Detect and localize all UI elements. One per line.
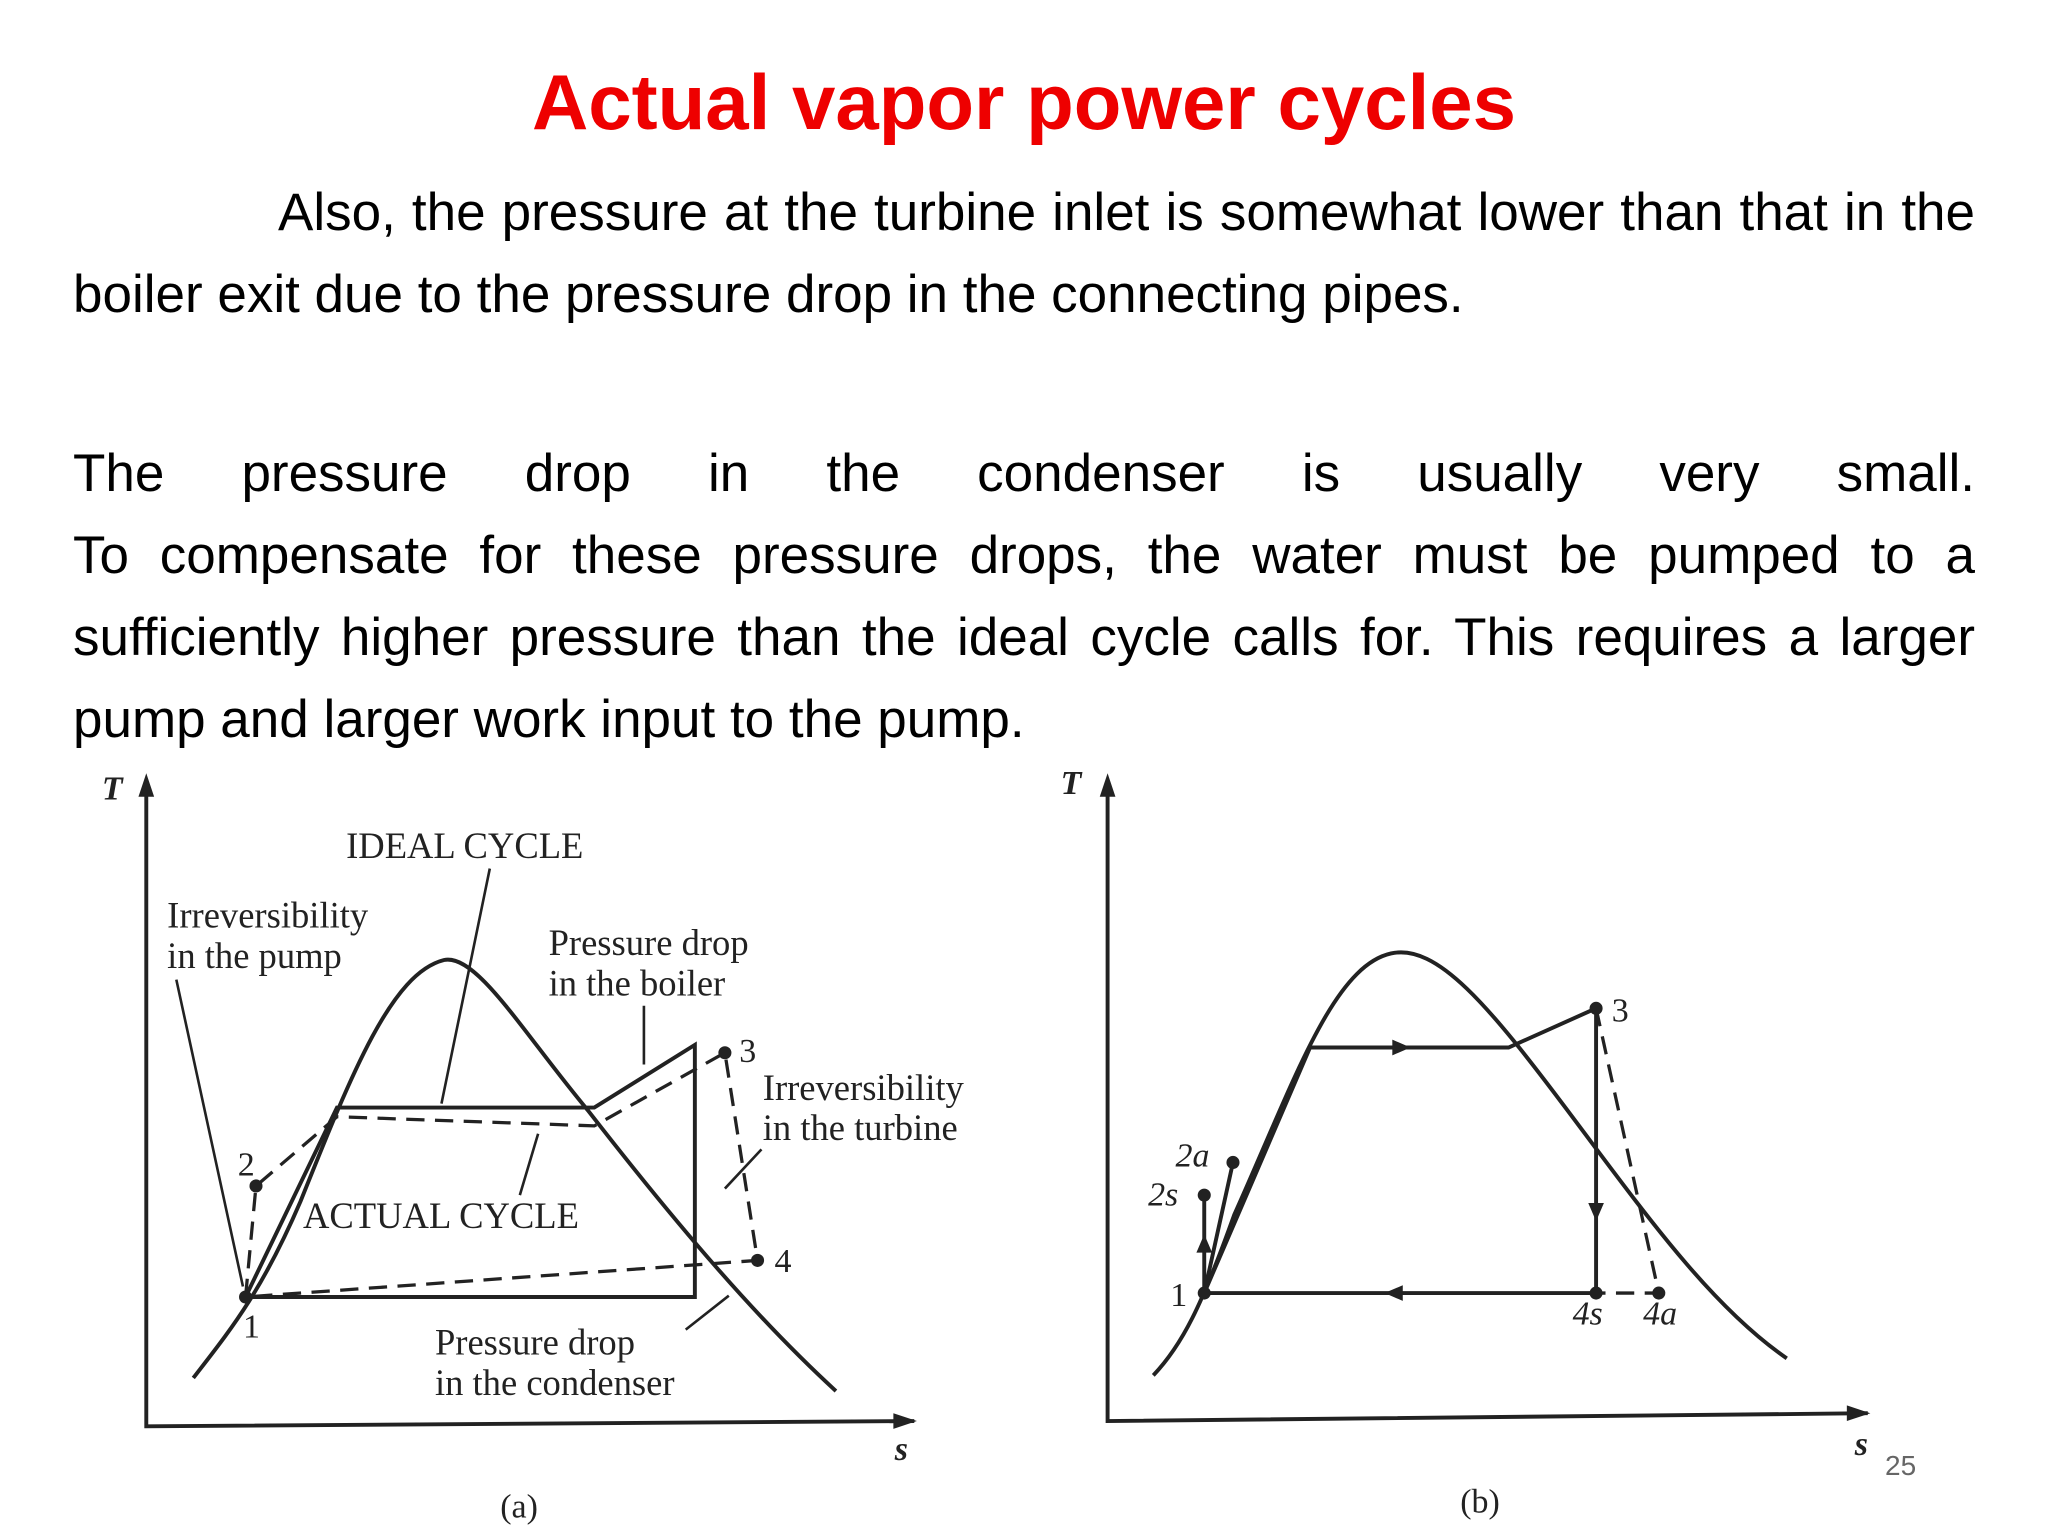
state-point xyxy=(249,1179,263,1193)
diagram-label: in the condenser xyxy=(435,1362,675,1403)
state-point xyxy=(751,1253,765,1267)
arrowhead xyxy=(138,773,155,797)
point-label: 3 xyxy=(1612,992,1629,1029)
diagram-label: Pressure drop xyxy=(435,1321,635,1362)
diagram-label: in the boiler xyxy=(549,962,726,1003)
diagram-label: ACTUAL CYCLE xyxy=(303,1195,579,1236)
state-point xyxy=(1589,1286,1603,1300)
state-point xyxy=(1197,1286,1211,1300)
actual-expansion xyxy=(1594,1007,1661,1295)
diagram-label: Irreversibility xyxy=(167,894,369,935)
figure-caption: (a) xyxy=(500,1489,538,1526)
axes xyxy=(1105,783,1868,1424)
diagram-label: Pressure drop xyxy=(549,922,749,963)
point-label: 2 xyxy=(238,1147,255,1184)
arrowhead xyxy=(1384,1285,1403,1301)
point-label: 2a xyxy=(1176,1137,1210,1174)
figure-b: T s 1 2s 2a 3 4s 4a (b) xyxy=(1061,765,1871,1520)
axis-label: s xyxy=(894,1431,908,1468)
axis-label: T xyxy=(1061,765,1083,802)
diagram-label: IDEAL CYCLE xyxy=(346,825,583,866)
axis-label: T xyxy=(102,770,124,807)
point-label: 2s xyxy=(1148,1177,1178,1214)
state-point xyxy=(1589,1001,1603,1015)
point-label: 3 xyxy=(739,1033,756,1070)
state-point xyxy=(1652,1286,1666,1300)
point-label: 4s xyxy=(1573,1295,1603,1332)
ideal-cycle xyxy=(242,1041,697,1299)
diagram-label: in the pump xyxy=(167,935,342,976)
saturation-dome xyxy=(1151,950,1788,1377)
diagram-label: in the turbine xyxy=(763,1107,958,1148)
paragraph: The pressure drop in the condenser is us… xyxy=(73,444,1975,503)
ideal-cycle xyxy=(1201,1005,1599,1296)
state-point xyxy=(718,1046,732,1060)
leader-lines xyxy=(175,868,763,1331)
point-label: 1 xyxy=(1170,1277,1187,1314)
diagram-label: Irreversibility xyxy=(763,1067,965,1108)
paragraph: Also, the pressure at the turbine inlet … xyxy=(73,183,1975,324)
arrowhead xyxy=(1392,1039,1411,1056)
actual-cycle xyxy=(243,1050,760,1299)
point-label: 1 xyxy=(243,1308,260,1345)
state-point xyxy=(239,1290,253,1304)
paragraph: To compensate for these pressure drops, … xyxy=(73,526,1975,749)
arrowhead xyxy=(893,1413,917,1429)
point-label: 4a xyxy=(1643,1295,1677,1332)
arrowhead xyxy=(1196,1234,1213,1253)
state-point xyxy=(1197,1188,1211,1202)
figure-a: T s IDEAL CYCLE ACTUAL CYCLE Irreversibi… xyxy=(102,770,965,1525)
axes xyxy=(144,783,915,1429)
axis-label: s xyxy=(1854,1426,1868,1463)
page-number: 25 xyxy=(1885,1450,1917,1481)
figure-caption: (b) xyxy=(1460,1483,1500,1520)
arrowhead xyxy=(1588,1202,1604,1222)
state-point xyxy=(1226,1155,1240,1169)
slide-title: Actual vapor power cycles xyxy=(531,58,1517,146)
point-label: 4 xyxy=(775,1243,792,1280)
arrowhead xyxy=(1846,1405,1871,1422)
arrowhead xyxy=(1099,773,1116,797)
